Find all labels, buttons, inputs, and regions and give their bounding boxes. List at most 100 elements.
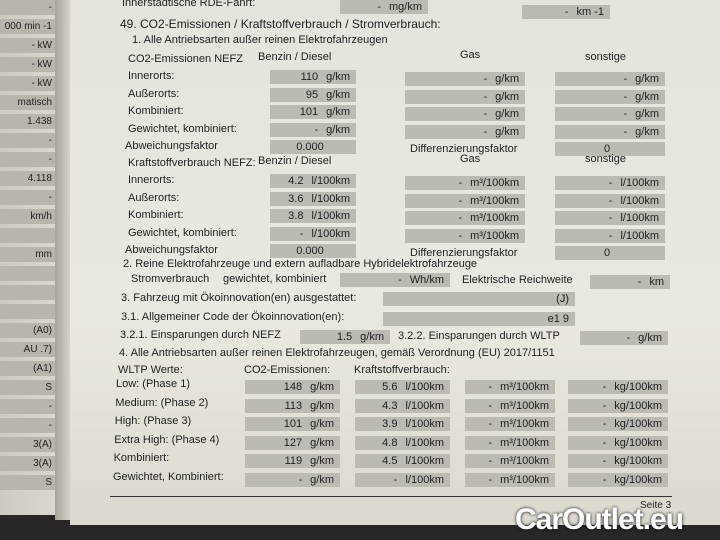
fuel-gas-value: - m³/100km: [405, 211, 525, 225]
wltp-kg-value: - kg/100km: [568, 398, 668, 413]
field-value: 148: [283, 381, 303, 393]
field-unit: m³/100km: [500, 399, 549, 412]
left-page-value: [0, 228, 55, 243]
rde-km-box: - km -1: [522, 5, 610, 19]
co2-abweichung-label: Abweichungsfaktor: [125, 140, 218, 152]
co2-col-gas: Gas: [460, 49, 481, 61]
field-value: -: [564, 6, 569, 18]
wltp-fuel-value: 5.6 l/100km: [355, 380, 450, 394]
wltp-co2-value: 113 g/km: [245, 398, 340, 413]
field-unit: m³/100km: [470, 177, 519, 189]
field-value: -: [623, 108, 628, 120]
field-unit: l/100km: [405, 436, 444, 449]
field-value: 0.000: [296, 141, 324, 153]
strom-label: Stromverbrauch: [131, 273, 210, 285]
field-value: 119: [284, 455, 303, 467]
wltp-kg-value: - kg/100km: [568, 435, 668, 450]
left-page-value: mm: [0, 247, 55, 262]
rde-mgkm-box: - mg/km: [340, 0, 428, 14]
field-unit: l/100km: [311, 192, 350, 205]
field-value: 4.2: [288, 175, 304, 187]
field-value: -: [483, 90, 488, 103]
field-value: -: [488, 436, 493, 449]
field-value: -: [488, 473, 493, 486]
field-value: 101: [283, 418, 303, 430]
co2-sonstige-value: - g/km: [555, 124, 665, 139]
wltp-savings-value: - g/km: [580, 331, 668, 345]
rde-label: Innerstädtische RDE-Fahrt:: [122, 0, 256, 9]
field-unit: l/100km: [620, 212, 659, 224]
wltp-gas-value: - m³/100km: [465, 435, 555, 450]
left-page-value: -: [0, 399, 55, 414]
field-value: -: [483, 73, 488, 85]
field-value: -: [393, 473, 398, 486]
field-unit: g/km: [326, 88, 350, 101]
wltp-co2-heading: CO2-Emissionen:: [244, 364, 331, 376]
section4-title: 4. Alle Antriebsarten außer reinen Elekt…: [119, 347, 555, 359]
wltp-fuel-heading: Kraftstoffverbrauch:: [354, 364, 450, 376]
field-value: -: [602, 418, 607, 430]
fuel-sonstige-value: - l/100km: [555, 176, 665, 190]
co2-benzin-value: 110 g/km: [270, 70, 356, 84]
footer-rule: [110, 496, 672, 497]
field-unit: kg/100km: [614, 418, 662, 430]
field-value: 0: [603, 143, 611, 155]
co2-col-sonstige: sonstige: [585, 51, 626, 63]
left-page-value: 3(A): [0, 437, 55, 452]
left-page-value: matisch: [0, 95, 55, 110]
co2-sonstige-value: - g/km: [555, 107, 665, 121]
field-unit: g/km: [495, 108, 519, 120]
strom-sub-label: gewichtet, kombiniert: [223, 273, 327, 285]
field-value: -: [623, 90, 628, 103]
wltp-row-label: Gewichtet, Kombiniert:: [113, 470, 224, 483]
field-value: 4.3: [382, 399, 398, 412]
field-unit: g/km: [326, 123, 350, 136]
field-value: -: [602, 455, 607, 467]
left-page-value: 3(A): [0, 456, 55, 471]
range-label: Elektrische Reichweite: [462, 274, 573, 286]
left-page-value: - kW: [0, 38, 55, 53]
field-unit: mg/km: [389, 1, 422, 13]
field-value: -: [488, 455, 493, 467]
wltp-gas-value: - m³/100km: [465, 417, 555, 431]
left-page-value: 000 min -1: [0, 19, 55, 34]
field-unit: m³/100km: [470, 194, 519, 207]
left-page-value: [0, 304, 55, 319]
field-unit: kg/100km: [614, 381, 662, 393]
left-page-value: -: [0, 152, 55, 167]
wltp-kg-value: - kg/100km: [568, 454, 668, 468]
fuel-abweichung-label: Abweichungsfaktor: [125, 244, 218, 256]
field-unit: g/km: [495, 90, 519, 103]
left-page-value: 1.438: [0, 114, 55, 129]
field-unit: g/km: [360, 331, 384, 343]
field-unit: kg/100km: [614, 399, 662, 412]
left-page-value: - kW: [0, 57, 55, 72]
left-page-value: (A0): [0, 323, 55, 338]
fuel-col-gas: Gas: [460, 153, 481, 165]
co2-benzin-value: 101 g/km: [270, 105, 356, 119]
left-page-value: -: [0, 0, 55, 15]
field-unit: m³/100km: [470, 229, 519, 242]
field-unit: g/km: [326, 71, 350, 83]
field-value: -: [298, 473, 303, 486]
co2-row-label: Gewichtet, kombiniert:: [128, 122, 237, 135]
field-value: (J): [556, 293, 569, 305]
wltp-co2-value: 101 g/km: [245, 417, 340, 431]
oeko-value: (J): [383, 292, 575, 306]
fuel-benzin-value: 4.2 l/100km: [270, 174, 356, 188]
field-value: 3.6: [288, 192, 304, 205]
co2-diff-label: Differenzierungsfaktor: [410, 143, 518, 155]
co2-row-label: Innerorts:: [128, 70, 175, 82]
fuel-row-label: Innerorts:: [128, 174, 175, 186]
wltp-co2-value: - g/km: [245, 472, 340, 487]
wltp-gas-value: - m³/100km: [465, 380, 555, 394]
wltp-co2-value: 148 g/km: [245, 380, 340, 394]
field-value: 4.8: [382, 436, 398, 449]
field-value: -: [637, 276, 642, 288]
field-unit: g/km: [310, 473, 334, 486]
left-page-value: AU .7): [0, 342, 55, 357]
section1-title: 1. Alle Antriebsarten außer reinen Elekt…: [132, 34, 388, 46]
wltp-co2-value: 119 g/km: [245, 454, 340, 468]
field-value: -: [488, 381, 493, 393]
fuel-sonstige-value: - l/100km: [555, 193, 665, 208]
